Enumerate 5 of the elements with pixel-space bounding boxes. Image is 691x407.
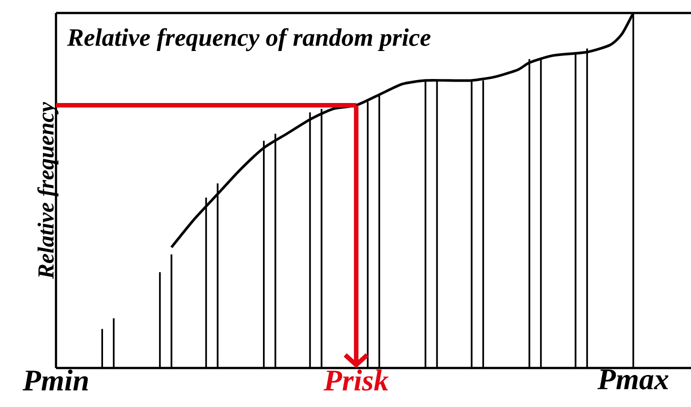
x-tick-label: Prisk — [324, 370, 388, 391]
x-tick-label: Pmin — [22, 370, 88, 390]
x-tick-label: Pmax — [597, 370, 668, 390]
y-axis-title: Relative frequency — [37, 102, 58, 279]
text: Relative frequency of random price — [67, 28, 430, 52]
